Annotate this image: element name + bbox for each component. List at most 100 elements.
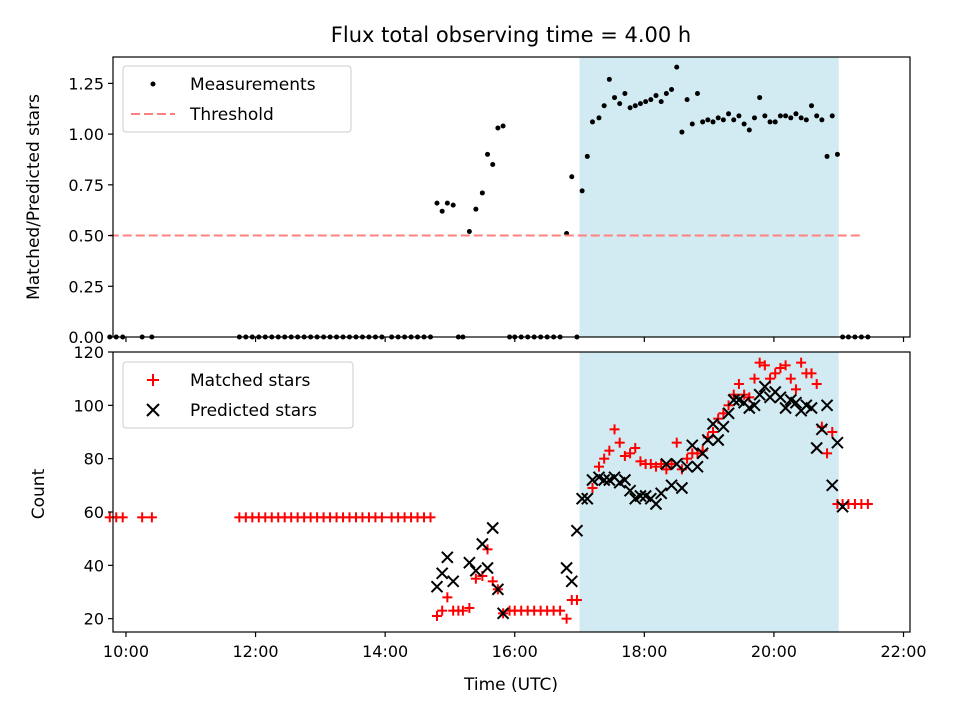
predicted-stars-point: [680, 460, 694, 473]
measurements-point: [720, 117, 726, 123]
matched-stars-point: [718, 408, 729, 419]
predicted-stars-point: [476, 537, 489, 551]
matched-stars-point: [593, 461, 604, 472]
matched-stars-point: [682, 453, 693, 464]
predicted-stars-point: [774, 391, 787, 404]
predicted-stars-point: [481, 561, 494, 575]
count-legend-box: [122, 361, 354, 429]
predicted-stars-point: [711, 433, 725, 447]
predicted-stars-point: [696, 447, 709, 460]
y-tick-label: 0.50: [68, 227, 104, 246]
count-y-axis-label: Count: [29, 468, 49, 519]
predicted-stars-point: [486, 521, 499, 535]
matched-stars-point: [661, 464, 672, 475]
matched-stars-point: [733, 379, 744, 389]
measurements-point: [809, 103, 815, 109]
x-tick-label: 10:00: [103, 642, 149, 661]
legend-marker-measurements: [150, 81, 156, 87]
measurements-point: [803, 117, 809, 123]
matched-stars-point: [437, 605, 448, 616]
predicted-stars-point: [686, 439, 699, 452]
matched-stars-point: [635, 456, 646, 467]
x-tick-label: 16:00: [492, 642, 538, 661]
legend-label-matched-stars: Matched stars: [190, 371, 310, 391]
measurements-point: [762, 113, 768, 119]
predicted-stars-point: [496, 607, 510, 620]
matched-stars-point: [775, 363, 786, 373]
measurements-point: [783, 113, 789, 119]
matched-stars-point: [431, 611, 442, 621]
measurements-point: [751, 115, 757, 121]
predicted-stars-point: [810, 441, 823, 455]
measurements-point: [777, 113, 783, 119]
measurements-point: [450, 202, 456, 208]
matched-stars-point: [117, 512, 128, 523]
x-tick-label: 22:00: [880, 642, 926, 661]
measurements-point: [617, 101, 623, 107]
predicted-stars-point: [805, 401, 818, 415]
x-tick-label: 12:00: [232, 642, 278, 661]
matched-stars-point: [822, 448, 833, 459]
predicted-stars-point: [491, 583, 505, 596]
y-tick-label: 20: [84, 610, 104, 629]
matched-stars-point: [425, 512, 436, 523]
predicted-stars-point: [586, 473, 599, 487]
predicted-stars-point: [836, 500, 849, 513]
predicted-stars-point: [665, 479, 678, 492]
measurements-point: [684, 97, 690, 103]
predicted-stars-point: [753, 388, 766, 401]
measurements-point: [834, 151, 840, 157]
count-panel: 20 40 60 80 100 120 10:00 12:00 14:00 16:00 18:00 2…: [29, 343, 927, 695]
matched-stars-point: [749, 373, 760, 384]
measurements-point: [710, 119, 716, 125]
measurements-point: [726, 111, 732, 117]
measurements-point: [643, 99, 649, 105]
matched-stars-point: [604, 445, 615, 456]
measurements-point: [669, 86, 675, 92]
predicted-stars-point: [560, 561, 573, 575]
measurements-point: [569, 174, 575, 180]
predicted-stars-point: [565, 575, 578, 588]
x-tick-label: 20:00: [751, 642, 797, 661]
measurements-point: [479, 190, 485, 196]
measurements-point: [490, 162, 496, 168]
matched-stars-point: [780, 360, 791, 371]
measurements-point: [622, 91, 628, 97]
legend-marker-matched-stars: [147, 374, 159, 386]
predicted-stars-point: [722, 407, 735, 420]
matched-stars-point: [146, 512, 157, 523]
measurements-point: [473, 206, 479, 212]
matched-stars-point: [759, 360, 770, 371]
measurements-point: [637, 101, 643, 107]
predicted-stars-point: [706, 417, 720, 431]
predicted-stars-point: [634, 489, 647, 503]
matched-stars-point: [470, 573, 481, 584]
predicted-stars-point: [435, 567, 449, 580]
measurements-point: [495, 125, 501, 131]
x-tick-label: 14:00: [362, 642, 408, 661]
measurements-point: [500, 123, 506, 129]
measurements-point: [824, 153, 830, 159]
ratio-shaded-region: [579, 57, 839, 337]
legend-label-measurements: Measurements: [190, 75, 316, 95]
predicted-stars-point: [654, 487, 668, 500]
predicted-stars-point: [441, 551, 454, 564]
measurements-point: [819, 117, 825, 123]
measurements-point: [589, 119, 595, 125]
matched-stars-point: [376, 512, 387, 523]
measurements-point: [767, 119, 773, 125]
predicted-stars-point: [670, 457, 683, 471]
count-legend: Matched stars Predicted stars: [122, 361, 354, 429]
matched-stars-point: [754, 357, 765, 368]
y-tick-label: 60: [84, 503, 104, 522]
matched-stars-point: [862, 499, 873, 509]
predicted-stars-point: [789, 396, 803, 409]
legend-label-threshold: Threshold: [189, 105, 274, 125]
y-tick-label: 0.75: [68, 176, 104, 195]
matched-stars-point: [645, 459, 656, 469]
matched-stars-point: [137, 512, 148, 523]
matched-stars-point: [656, 459, 667, 469]
matched-stars-point: [796, 357, 807, 368]
predicted-stars-point: [649, 497, 663, 511]
measurements-point: [788, 115, 794, 121]
